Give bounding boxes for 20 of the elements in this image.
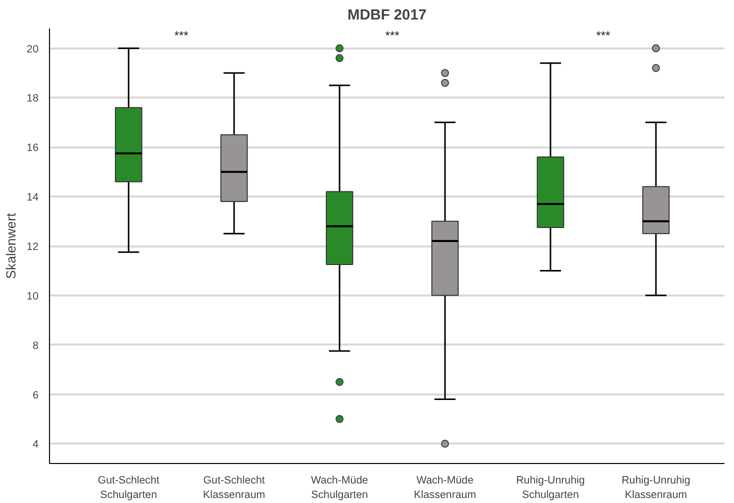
y-tick-label: 20 [26,43,39,56]
x-tick-label: Ruhig-Unruhig Schulgarten [516,474,585,501]
annotation: *** [174,28,189,42]
y-tick-label: 12 [26,241,39,253]
y-tick-label: 16 [26,142,39,154]
x-tick-label: Wach-Müde Schulgarten [311,474,368,501]
y-tick-label: 4 [32,438,39,451]
annotation: *** [596,28,611,42]
annotation: *** [385,28,400,42]
y-tick-label: 14 [26,192,39,204]
x-tick-label: Wach-Müde Klassenraum [414,474,476,501]
x-tick-label: Ruhig-Unruhig Klassenraum [622,474,690,501]
x-tick-label: Gut-Schlecht Schulgarten [98,474,160,501]
chart-title: MDBF 2017 [347,8,427,24]
y-tick-label: 10 [26,290,39,302]
y-tick-label: 6 [32,389,39,402]
x-tick-label: Gut-Schlecht Klassenraum [202,474,266,501]
y-tick-label: 18 [26,92,39,105]
y-tick-label: 8 [32,340,39,352]
y-axis-title: Skalenwert [4,212,19,279]
